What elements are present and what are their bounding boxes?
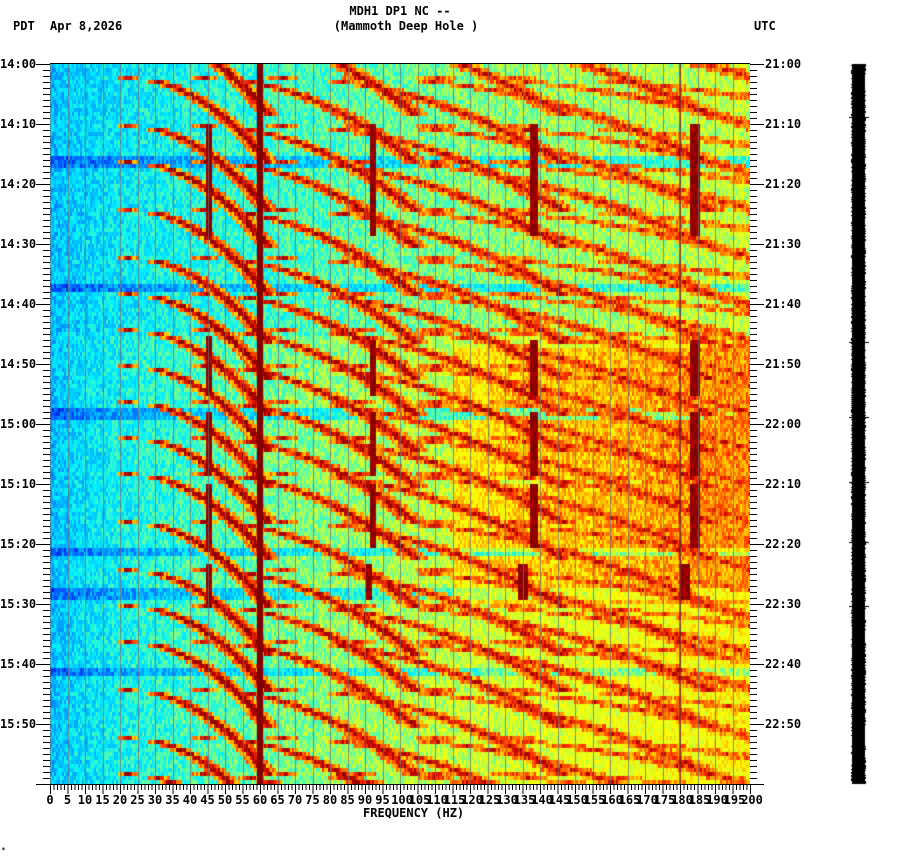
x-tick-label: 100 [391,793,413,807]
y-tick-label-left: 15:40 [0,657,37,671]
x-tick-label: 155 [583,793,606,807]
x-tick-label: 55 [235,793,250,807]
x-tick-label: 70 [287,793,303,807]
x-tick-label: 75 [305,793,320,807]
x-tick-label: 200 [741,793,763,807]
x-tick-label: 15 [95,793,110,807]
x-tick-label: 180 [671,793,693,807]
y-tick-label-right: 21:40 [765,297,802,311]
x-tick-label: 115 [443,793,466,807]
y-tick-label-right: 22:40 [765,657,802,671]
x-tick-label: 5 [63,793,72,807]
y-tick-label-left: 14:10 [0,117,37,131]
x-tick-label: 150 [566,793,588,807]
x-tick-label: 30 [147,793,163,807]
x-tick-label: 35 [165,793,180,807]
x-tick-label: 20 [112,793,128,807]
chart-title-location: (Mammoth Deep Hole ) [333,19,479,33]
y-tick-label-right: 21:50 [765,357,802,371]
x-tick-label: 60 [252,793,268,807]
x-tick-label: 190 [706,793,728,807]
x-tick-label: 10 [77,793,93,807]
x-tick-label: 130 [496,793,518,807]
x-tick-label: 40 [182,793,198,807]
date-label: Apr 8,2026 [50,19,123,33]
x-tick-label: 65 [270,793,285,807]
x-tick-label: 80 [322,793,338,807]
x-tick-label: 160 [601,793,623,807]
y-tick-label-right: 22:00 [765,417,802,431]
x-tick-label: 140 [531,793,553,807]
y-tick-label-right: 22:30 [765,597,802,611]
y-tick-label-right: 21:20 [765,177,802,191]
y-tick-label-left: 14:50 [0,357,37,371]
y-tick-label-right: 21:10 [765,117,802,131]
x-tick-label: 90 [357,793,373,807]
y-tick-label-left: 15:50 [0,717,37,731]
amplitude-strip [849,62,869,786]
x-tick-label: 0 [46,793,54,807]
x-tick-label: 185 [688,793,711,807]
y-tick-label-left: 15:20 [0,537,37,551]
x-tick-label: 175 [653,793,676,807]
chart-title-station: MDH1 DP1 NC -- [349,4,451,18]
y-tick-label-left: 15:10 [0,477,37,491]
x-tick-label: 85 [340,793,355,807]
x-tick-label: 145 [548,793,571,807]
x-tick-label: 165 [618,793,641,807]
y-tick-label-right: 22:50 [765,717,802,731]
x-axis-title: FREQUENCY (HZ) [363,806,465,820]
y-tick-label-right: 21:30 [765,237,802,251]
x-tick-label: 135 [513,793,536,807]
y-tick-label-right: 22:10 [765,477,802,491]
spectrogram-plot [50,64,750,784]
y-tick-label-left: 14:20 [0,177,37,191]
x-tick-label: 125 [478,793,501,807]
x-tick-label: 110 [426,793,448,807]
y-tick-label-right: 21:00 [765,57,802,71]
y-tick-label-left: 14:00 [0,57,37,71]
x-tick-label: 170 [636,793,658,807]
x-tick-label: 95 [375,793,390,807]
x-tick-label: 45 [200,793,215,807]
x-tick-label: 195 [723,793,746,807]
y-tick-label-left: 14:30 [0,237,37,251]
y-tick-label-right: 22:20 [765,537,802,551]
corner-mark: * [1,846,6,855]
y-tick-label-left: 15:00 [0,417,37,431]
x-tick-label: 120 [461,793,483,807]
y-tick-label-left: 15:30 [0,597,37,611]
x-tick-label: 25 [130,793,145,807]
x-tick-label: 105 [408,793,431,807]
left-timezone-label: PDT [13,19,35,33]
right-timezone-label: UTC [754,19,776,33]
x-tick-label: 50 [217,793,233,807]
y-tick-label-left: 14:40 [0,297,37,311]
